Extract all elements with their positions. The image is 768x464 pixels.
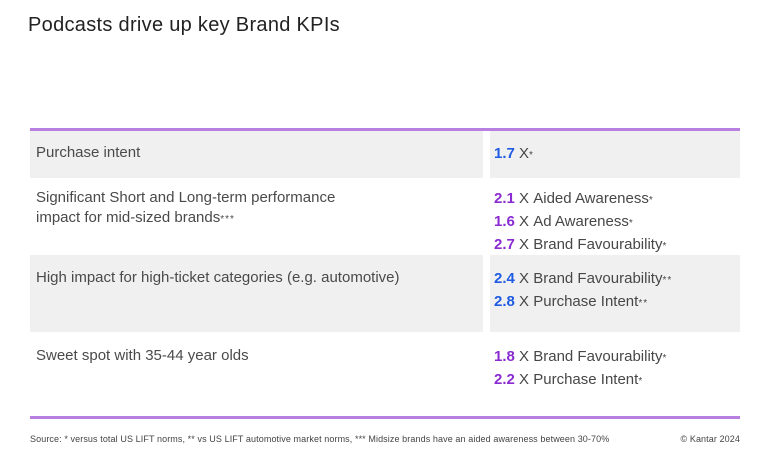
row-label-cell: High impact for high-ticket categories (… — [30, 255, 483, 332]
metric-kpi: Purchase Intent — [533, 371, 639, 388]
metric-note: * — [638, 376, 644, 387]
row-label-note: *** — [220, 214, 235, 225]
table-row: Sweet spot with 35-44 year olds 1.8 X Bra… — [30, 332, 740, 416]
column-gutter — [483, 332, 490, 416]
metric-note: * — [529, 150, 534, 161]
row-label: Significant Short and Long-term performa… — [36, 189, 336, 226]
metric-kpi: Brand Favourability — [533, 348, 663, 365]
column-gutter — [483, 178, 490, 255]
metric-unit: X — [519, 190, 530, 207]
row-metrics-cell: 1.7 X* — [490, 131, 740, 178]
metric-unit: X — [519, 293, 530, 310]
row-label-cell: Significant Short and Long-term performa… — [30, 178, 483, 255]
kpi-table: Purchase intent 1.7 X* Significant Short… — [30, 128, 740, 419]
table-row: High impact for high-ticket categories (… — [30, 255, 740, 332]
row-metrics-cell: 2.4 X Brand Favourability** 2.8 X Purchase… — [490, 255, 740, 332]
row-metrics-cell: 2.1 X Aided Awareness* 1.6 X Ad Awareness*… — [490, 178, 740, 255]
row-label: Purchase intent — [36, 144, 141, 161]
column-gutter — [483, 255, 490, 332]
metric-kpi: Ad Awareness — [533, 213, 629, 230]
metric-kpi: Purchase Intent — [533, 293, 639, 310]
column-gutter — [483, 131, 490, 178]
metric-note: * — [662, 241, 668, 252]
row-label-cell: Purchase intent — [30, 131, 483, 178]
row-label: High impact for high-ticket categories (… — [36, 269, 400, 286]
footer: Source: * versus total US LIFT norms, **… — [30, 434, 740, 444]
metric-value: 2.4 — [494, 270, 515, 287]
metric-kpi: Brand Favourability — [533, 270, 663, 287]
metric-note: ** — [638, 298, 649, 309]
metric-note: * — [648, 195, 654, 206]
metric-unit: X — [519, 145, 530, 162]
row-label-cell: Sweet spot with 35-44 year olds — [30, 332, 483, 416]
page-title: Podcasts drive up key Brand KPIs — [28, 14, 340, 36]
metric-kpi: Aided Awareness — [533, 190, 649, 207]
metric-value: 1.8 — [494, 348, 515, 365]
source-note: Source: * versus total US LIFT norms, **… — [30, 434, 610, 444]
metric-value: 2.8 — [494, 293, 515, 310]
copyright: © Kantar 2024 — [680, 434, 740, 444]
metric-line: 2.2 X Purchase Intent* — [494, 369, 740, 392]
metric-value: 1.7 — [494, 145, 515, 162]
metric-value: 2.2 — [494, 371, 515, 388]
metric-line: 1.8 X Brand Favourability* — [494, 346, 740, 369]
metric-line: 2.4 X Brand Favourability** — [494, 268, 740, 291]
metric-note: * — [662, 353, 668, 364]
metric-line: 2.8 X Purchase Intent** — [494, 291, 740, 314]
metric-kpi: Brand Favourability — [533, 236, 663, 253]
table-row: Significant Short and Long-term performa… — [30, 178, 740, 255]
metric-line: 2.7 X Brand Favourability* — [494, 234, 740, 257]
metric-unit: X — [519, 371, 530, 388]
metric-line: 1.7 X* — [494, 143, 740, 166]
row-metrics-cell: 1.8 X Brand Favourability* 2.2 X Purchase … — [490, 332, 740, 416]
metric-unit: X — [519, 270, 530, 287]
metric-line: 2.1 X Aided Awareness* — [494, 188, 740, 211]
metric-note: * — [628, 218, 634, 229]
metric-value: 2.7 — [494, 236, 515, 253]
table-row: Purchase intent 1.7 X* — [30, 131, 740, 178]
metric-note: ** — [662, 275, 673, 286]
metric-unit: X — [519, 236, 530, 253]
metric-unit: X — [519, 348, 530, 365]
metric-line: 1.6 X Ad Awareness* — [494, 211, 740, 234]
metric-value: 1.6 — [494, 213, 515, 230]
metric-value: 2.1 — [494, 190, 515, 207]
row-label: Sweet spot with 35-44 year olds — [36, 347, 249, 364]
metric-unit: X — [519, 213, 530, 230]
